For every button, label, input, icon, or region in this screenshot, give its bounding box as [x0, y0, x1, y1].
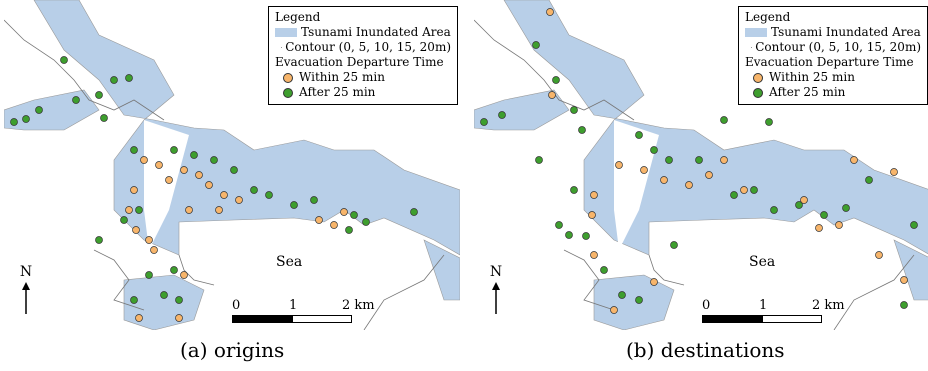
legend-label-after: After 25 min [769, 85, 846, 99]
legend-item-after: After 25 min [745, 85, 921, 100]
legend-label-after: After 25 min [299, 85, 376, 99]
map-origins [4, 0, 460, 330]
inundated-area [4, 0, 460, 330]
legend-label-area: Tsunami Inundated Area [301, 25, 451, 39]
legend-item-within: Within 25 min [745, 70, 921, 85]
north-arrow-icon [22, 282, 30, 314]
north-label: N [489, 264, 503, 280]
scale-label-2: 2 km [812, 298, 845, 313]
scale-label-0: 0 [702, 298, 711, 313]
scale-segment-black [702, 315, 762, 323]
legend-item-contour: Contour (0, 5, 10, 15, 20m) [745, 40, 921, 55]
legend-dot-within [283, 72, 293, 83]
map-destinations [474, 0, 928, 330]
points-within [125, 156, 348, 322]
north-arrow: N [16, 264, 36, 324]
legend-item-area: Tsunami Inundated Area [745, 25, 921, 40]
sea-label: Sea [749, 254, 776, 270]
legend-group-title: Evacuation Departure Time [275, 55, 444, 69]
legend-swatch-area [745, 28, 767, 37]
coastline [4, 19, 445, 330]
scale-bar: 0 1 2 km [232, 298, 442, 328]
points-after [10, 56, 418, 304]
legend-item-contour: Contour (0, 5, 10, 15, 20m) [275, 40, 451, 55]
scale-label-0: 0 [232, 298, 241, 313]
legend-label-within: Within 25 min [299, 70, 385, 84]
legend-swatch-area [275, 28, 297, 37]
points-after [480, 41, 918, 309]
scale-label-2: 2 km [342, 298, 375, 313]
scale-label-1: 1 [289, 298, 298, 313]
legend-item-within: Within 25 min [275, 70, 451, 85]
legend-dot-after [753, 87, 763, 98]
north-arrow-icon [492, 282, 500, 314]
scale-segment-white [762, 315, 822, 323]
legend-group-title: Evacuation Departure Time [745, 55, 914, 69]
north-arrow: N [486, 264, 506, 324]
legend-dot-within [753, 72, 763, 83]
map-panel-origins: Sea N 0 1 2 km Legend Tsunami Inundated … [4, 0, 460, 330]
scale-bar: 0 1 2 km [702, 298, 912, 328]
scale-segment-white [292, 315, 352, 323]
legend-label-area: Tsunami Inundated Area [771, 25, 921, 39]
coastline [474, 19, 915, 330]
legend-item-area: Tsunami Inundated Area [275, 25, 451, 40]
legend-label-within: Within 25 min [769, 70, 855, 84]
legend-item-after: After 25 min [275, 85, 451, 100]
caption-destinations: (b) destinations [626, 338, 785, 362]
caption-origins: (a) origins [180, 338, 285, 362]
legend: Legend Tsunami Inundated Area Contour (0… [268, 6, 458, 105]
legend-title: Legend [275, 10, 321, 24]
inundated-area [474, 0, 928, 330]
scale-label-1: 1 [759, 298, 768, 313]
scale-segment-black [232, 315, 292, 323]
legend-label-contour: Contour (0, 5, 10, 15, 20m) [755, 40, 921, 54]
legend: Legend Tsunami Inundated Area Contour (0… [738, 6, 928, 105]
legend-label-contour: Contour (0, 5, 10, 15, 20m) [285, 40, 451, 54]
map-panel-destinations: Sea N 0 1 2 km Legend Tsunami Inundated … [474, 0, 928, 330]
sea-label: Sea [276, 254, 303, 270]
north-label: N [19, 264, 33, 280]
points-within [546, 8, 908, 314]
legend-title: Legend [745, 10, 791, 24]
legend-dot-after [283, 87, 293, 98]
